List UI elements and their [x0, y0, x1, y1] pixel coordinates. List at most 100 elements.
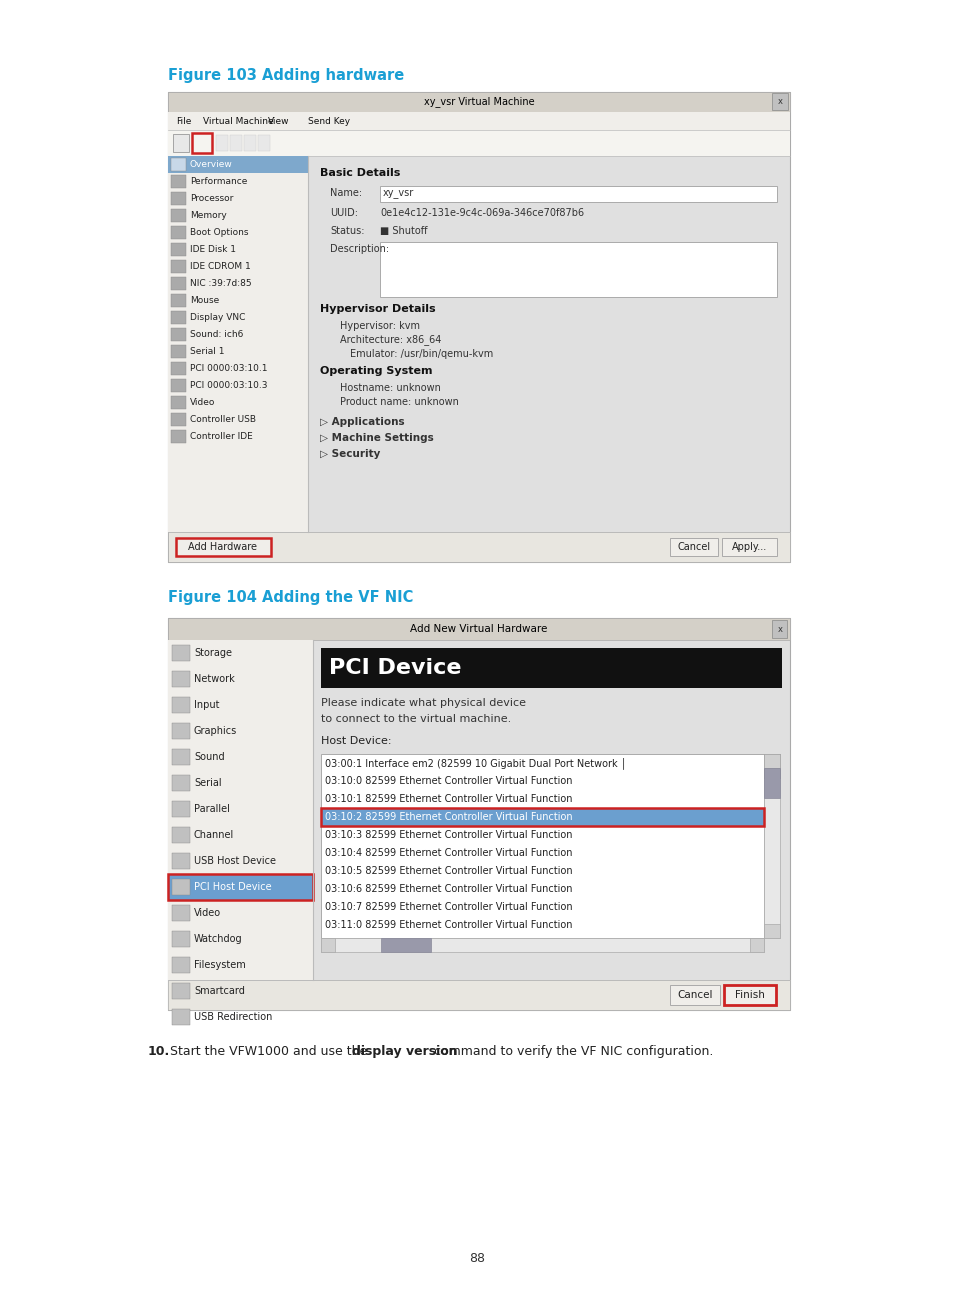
Text: ▷ Machine Settings: ▷ Machine Settings	[319, 433, 434, 443]
Text: Performance: Performance	[190, 178, 247, 187]
Bar	[771, 93, 787, 110]
Text: Product name: unknown: Product name: unknown	[339, 397, 458, 407]
Text: Cancel: Cancel	[677, 542, 710, 552]
Bar	[172, 775, 190, 791]
Text: Smartcard: Smartcard	[193, 986, 245, 997]
Text: 03:10:4 82599 Ethernet Controller Virtual Function: 03:10:4 82599 Ethernet Controller Virtua…	[325, 848, 572, 858]
Bar	[771, 619, 786, 638]
Text: Display VNC: Display VNC	[190, 314, 245, 321]
Bar	[172, 645, 190, 661]
Text: Controller USB: Controller USB	[190, 415, 255, 424]
Bar	[172, 905, 190, 921]
Bar	[172, 827, 190, 842]
Text: Figure 104 Adding the VF NIC: Figure 104 Adding the VF NIC	[168, 590, 413, 605]
Text: x: x	[777, 96, 781, 105]
Bar	[171, 328, 186, 341]
Bar	[172, 801, 190, 816]
Bar	[320, 648, 781, 688]
Bar	[230, 135, 242, 152]
Bar	[171, 362, 186, 375]
Text: Serial: Serial	[193, 778, 221, 788]
Text: Figure 103 Adding hardware: Figure 103 Adding hardware	[168, 67, 404, 83]
Text: Cancel: Cancel	[677, 990, 712, 1001]
Text: Graphics: Graphics	[193, 726, 237, 736]
Bar	[320, 807, 763, 826]
Text: to connect to the virtual machine.: to connect to the virtual machine.	[320, 714, 511, 724]
Bar	[172, 982, 190, 999]
Text: 03:10:0 82599 Ethernet Controller Virtual Function: 03:10:0 82599 Ethernet Controller Virtua…	[325, 776, 572, 785]
Text: 03:10:6 82599 Ethernet Controller Virtual Function: 03:10:6 82599 Ethernet Controller Virtua…	[325, 884, 572, 894]
Bar	[257, 135, 270, 152]
Text: UUID:: UUID:	[330, 207, 357, 218]
Text: Video: Video	[190, 398, 215, 407]
Text: Watchdog: Watchdog	[193, 934, 242, 943]
Bar	[168, 130, 789, 156]
Text: Sound: Sound	[193, 752, 224, 762]
Text: IDE Disk 1: IDE Disk 1	[190, 245, 235, 254]
Bar	[379, 187, 776, 202]
Text: Overview: Overview	[190, 159, 233, 168]
Bar	[168, 92, 789, 111]
Text: 88: 88	[469, 1252, 484, 1265]
Text: Virtual Machine: Virtual Machine	[203, 117, 274, 126]
Text: Boot Options: Boot Options	[190, 228, 248, 237]
Text: Serial 1: Serial 1	[190, 347, 224, 356]
Bar	[763, 754, 780, 938]
Bar	[172, 723, 190, 739]
Bar	[669, 538, 718, 556]
Text: 03:10:7 82599 Ethernet Controller Virtual Function: 03:10:7 82599 Ethernet Controller Virtua…	[325, 902, 572, 912]
Text: ■ Shutoff: ■ Shutoff	[379, 226, 427, 236]
Bar	[168, 156, 308, 531]
Text: xy_vsr: xy_vsr	[382, 189, 414, 200]
Text: 03:00:1 Interface em2 (82599 10 Gigabit Dual Port Network │: 03:00:1 Interface em2 (82599 10 Gigabit …	[325, 757, 626, 769]
Bar	[168, 874, 313, 899]
Bar	[763, 769, 780, 798]
Text: ▷ Security: ▷ Security	[319, 448, 380, 459]
Text: Mouse: Mouse	[190, 295, 219, 305]
Text: View: View	[268, 117, 289, 126]
Text: Architecture: x86_64: Architecture: x86_64	[339, 334, 441, 346]
Text: PCI 0000:03:10.1: PCI 0000:03:10.1	[190, 364, 267, 373]
Text: Operating System: Operating System	[319, 365, 432, 376]
Bar	[168, 640, 313, 1010]
Text: Parallel: Parallel	[193, 804, 230, 814]
Text: Hypervisor: kvm: Hypervisor: kvm	[339, 321, 419, 330]
Text: 03:11:0 82599 Ethernet Controller Virtual Function: 03:11:0 82599 Ethernet Controller Virtua…	[325, 920, 572, 931]
Text: File: File	[175, 117, 192, 126]
Bar	[171, 294, 186, 307]
Text: IDE CDROM 1: IDE CDROM 1	[190, 262, 251, 271]
Text: Sound: ich6: Sound: ich6	[190, 330, 243, 340]
Bar	[172, 133, 189, 152]
Text: 03:10:5 82599 Ethernet Controller Virtual Function: 03:10:5 82599 Ethernet Controller Virtua…	[325, 866, 572, 876]
Bar	[168, 92, 789, 562]
Text: Controller IDE: Controller IDE	[190, 432, 253, 441]
Bar	[723, 985, 775, 1004]
Text: Finish: Finish	[735, 990, 764, 1001]
Bar	[171, 260, 186, 273]
Text: Processor: Processor	[190, 194, 233, 203]
Text: Channel: Channel	[193, 829, 234, 840]
Bar	[171, 311, 186, 324]
Bar	[171, 397, 186, 410]
Bar	[763, 754, 780, 778]
Bar	[192, 133, 212, 153]
Text: Please indicate what physical device: Please indicate what physical device	[320, 699, 525, 708]
Text: x: x	[777, 625, 781, 634]
Bar	[763, 754, 780, 769]
Bar	[168, 111, 789, 130]
Bar	[171, 378, 186, 391]
Bar	[175, 538, 271, 556]
Bar	[171, 226, 186, 238]
Text: ▷ Applications: ▷ Applications	[319, 417, 404, 426]
Bar	[172, 931, 190, 947]
Text: Name:: Name:	[330, 188, 362, 198]
Bar	[172, 1010, 190, 1025]
Text: 03:10:3 82599 Ethernet Controller Virtual Function: 03:10:3 82599 Ethernet Controller Virtua…	[325, 829, 572, 840]
Text: PCI Host Device: PCI Host Device	[193, 883, 272, 892]
Bar	[171, 158, 186, 171]
Text: USB Redirection: USB Redirection	[193, 1012, 273, 1023]
Text: PCI Device: PCI Device	[329, 658, 461, 678]
Bar	[171, 175, 186, 188]
Bar	[320, 754, 763, 938]
Text: PCI 0000:03:10.3: PCI 0000:03:10.3	[190, 381, 267, 390]
